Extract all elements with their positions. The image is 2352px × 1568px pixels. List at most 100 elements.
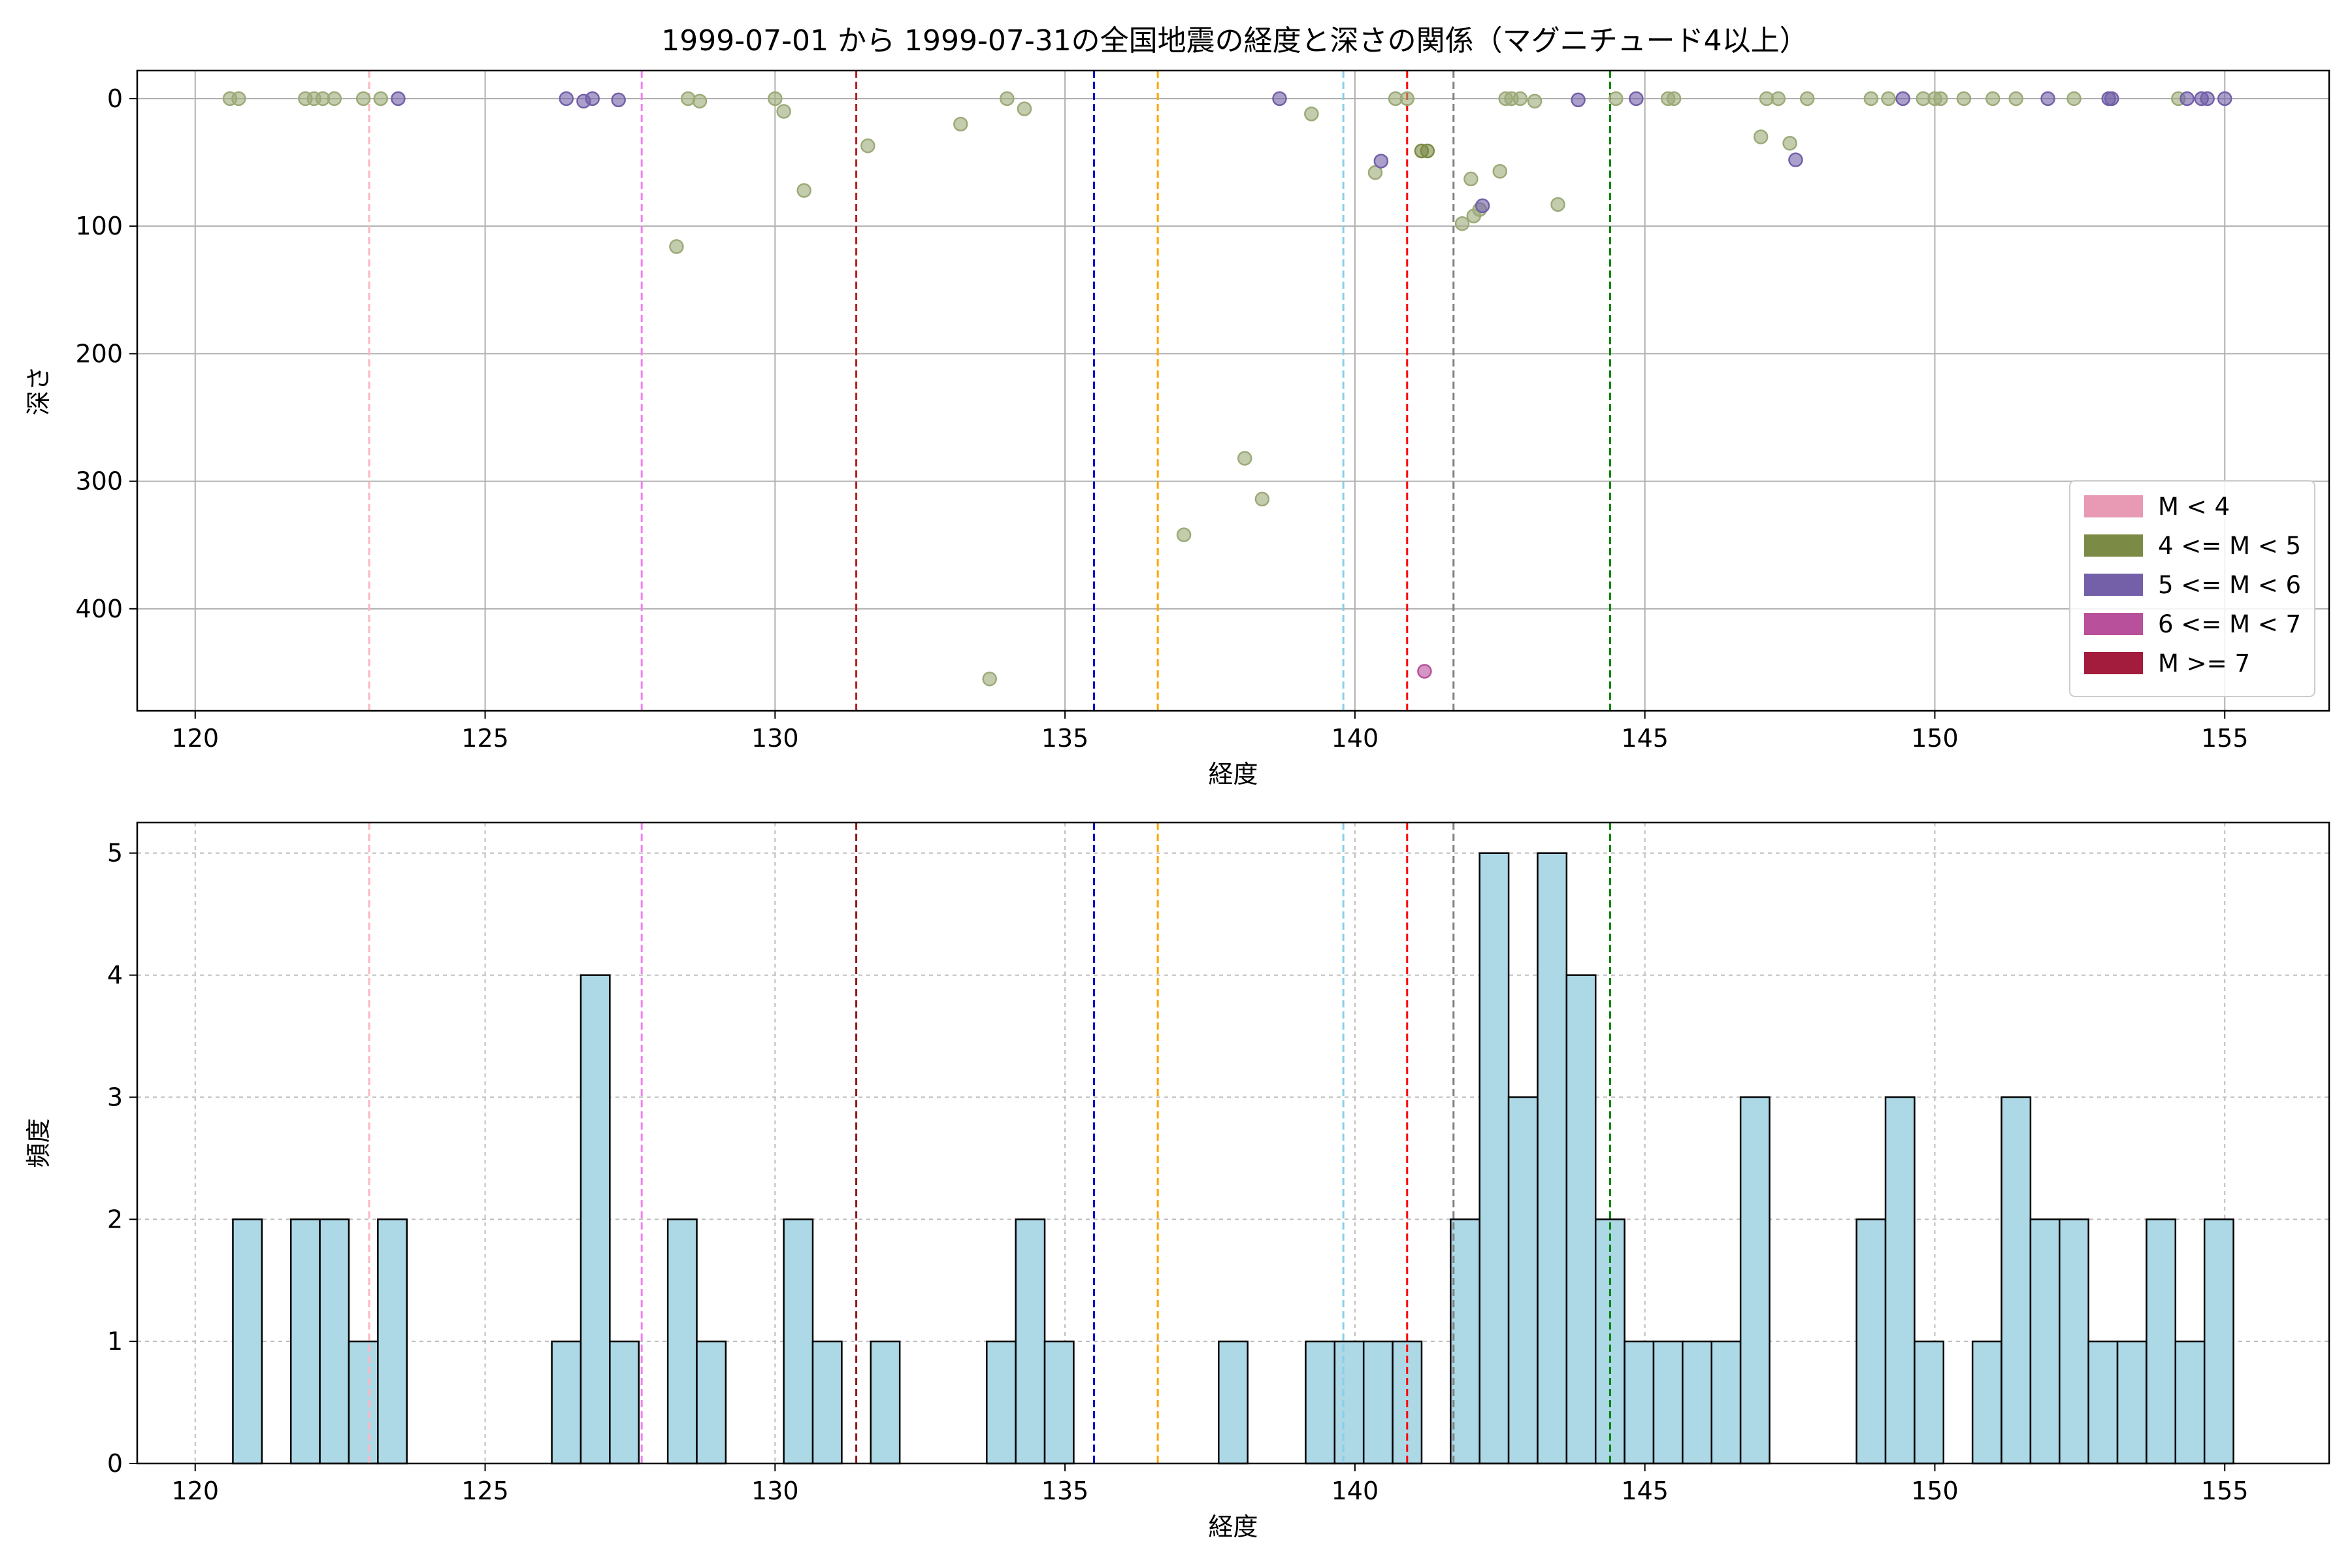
- histogram-bar: [609, 1340, 640, 1465]
- histogram-bar: [1971, 1340, 2002, 1465]
- histogram-bar: [1015, 1218, 1046, 1465]
- legend-label: M >= 7: [2158, 649, 2250, 678]
- scatter-point: [373, 91, 389, 106]
- scatter-point: [1753, 129, 1769, 144]
- histogram-bar: [1478, 852, 1510, 1465]
- histogram-bar: [2001, 1096, 2032, 1465]
- scatter-x-axis-label: 経度: [1208, 760, 1258, 789]
- x-tick-label: 130: [751, 1477, 799, 1505]
- y-tick-label: 0: [107, 1449, 123, 1478]
- scatter-point: [1420, 143, 1435, 159]
- histogram-bar: [1739, 1096, 1771, 1465]
- scatter-legend: M < 4 4 <= M < 5 5 <= M < 6 6 <= M < 7 M >= …: [2069, 480, 2315, 697]
- histogram-bar: [811, 1340, 843, 1465]
- histogram-bars: [232, 852, 2234, 1465]
- y-tick-label: 3: [107, 1083, 123, 1111]
- histogram-y-axis-label: 頻度: [24, 1118, 53, 1168]
- histogram-bar: [377, 1218, 408, 1465]
- x-tick-label: 145: [1621, 1477, 1669, 1505]
- scatter-point: [1512, 91, 1528, 106]
- x-tick-label: 140: [1331, 724, 1379, 753]
- histogram-bar: [2029, 1218, 2061, 1465]
- scatter-point: [669, 239, 684, 254]
- y-tick-label: 2: [107, 1205, 123, 1233]
- histogram-bar: [1537, 852, 1568, 1465]
- scatter-point: [1527, 93, 1543, 109]
- scatter-point: [1895, 91, 1910, 106]
- histogram-bar: [1043, 1340, 1075, 1465]
- y-tick-label: 5: [107, 839, 123, 868]
- histogram-bar: [551, 1340, 582, 1465]
- scatter-point: [796, 183, 811, 198]
- scatter-point: [1417, 664, 1432, 679]
- legend-label: 6 <= M < 7: [2158, 610, 2301, 638]
- scatter-point: [1782, 136, 1797, 151]
- histogram-bar: [1450, 1218, 1480, 1465]
- scatter-point: [1399, 91, 1415, 106]
- scatter-reference-lines: [368, 71, 1611, 711]
- scatter-point: [1492, 163, 1508, 179]
- histogram-bar: [666, 1218, 698, 1465]
- scatter-point: [1000, 91, 1015, 106]
- scatter-point: [1933, 91, 1948, 106]
- x-tick-label: 130: [751, 724, 799, 753]
- legend-label: 4 <= M < 5: [2158, 532, 2301, 560]
- scatter-point: [2217, 91, 2232, 106]
- scatter-point: [1666, 91, 1682, 106]
- histogram-bar: [2087, 1340, 2119, 1465]
- histogram-bar: [232, 1218, 263, 1465]
- scatter-point: [2040, 91, 2055, 106]
- histogram-reference-lines: [368, 823, 1611, 1463]
- scatter-point: [1373, 154, 1389, 169]
- histogram-bar: [1218, 1340, 1249, 1465]
- histogram-bar: [2059, 1218, 2089, 1465]
- x-tick-label: 120: [171, 1477, 219, 1505]
- x-tick-label: 125: [461, 1477, 509, 1505]
- scatter-point: [1771, 91, 1786, 106]
- histogram-panel: 120 125 130 135 140 145 150 155 0 1 2 3 4 5 経度 頻度: [24, 821, 2330, 1541]
- scatter-point: [860, 138, 875, 154]
- scatter-point: [953, 116, 968, 132]
- scatter-point: [2008, 91, 2023, 106]
- scatter-point: [231, 91, 246, 106]
- legend-swatch: [2084, 652, 2143, 674]
- histogram-bar: [348, 1340, 379, 1465]
- scatter-point: [1254, 491, 1270, 507]
- scatter-point: [1550, 197, 1565, 212]
- scatter-point: [1176, 527, 1192, 542]
- y-tick-label: 300: [75, 467, 123, 496]
- scatter-point: [391, 91, 406, 106]
- scatter-y-axis: 0 100 200 300 400: [75, 84, 137, 623]
- scatter-y-axis-label: 深さ: [24, 366, 53, 416]
- scatter-point: [611, 92, 626, 108]
- scatter-plot-area: [136, 69, 2330, 712]
- scatter-point: [327, 91, 342, 106]
- x-tick-label: 145: [1621, 724, 1669, 753]
- scatter-point: [559, 91, 574, 106]
- x-tick-label: 135: [1041, 1477, 1089, 1505]
- scatter-point: [1609, 91, 1624, 106]
- histogram-bar: [1565, 974, 1597, 1465]
- scatter-point: [1863, 91, 1879, 106]
- figure-title: 1999-07-01 から 1999-07-31の全国地震の経度と深さの関係（マ…: [661, 24, 1808, 57]
- x-tick-label: 155: [2201, 724, 2249, 753]
- scatter-point: [982, 671, 997, 687]
- scatter-point: [1956, 91, 1972, 106]
- legend-swatch: [2084, 574, 2143, 596]
- scatter-x-axis: 120 125 130 135 140 145 150 155: [171, 711, 2249, 753]
- histogram-bar: [1507, 1096, 1539, 1465]
- scatter-point: [2104, 91, 2119, 106]
- x-tick-label: 125: [461, 724, 509, 753]
- scatter-point: [776, 104, 791, 119]
- legend-label: M < 4: [2158, 493, 2230, 521]
- scatter-panel: 120 125 130 135 140 145 150 155 0 100 200 300 400 経…: [24, 69, 2330, 789]
- scatter-point: [1017, 101, 1032, 116]
- y-tick-label: 400: [75, 595, 123, 623]
- histogram-bar: [986, 1340, 1017, 1465]
- legend-label: 5 <= M < 6: [2158, 571, 2301, 599]
- histogram-bar: [2116, 1340, 2148, 1465]
- x-tick-label: 140: [1331, 1477, 1379, 1505]
- histogram-bar: [696, 1340, 727, 1465]
- histogram-bar: [1305, 1340, 1336, 1465]
- scatter-point: [1571, 92, 1586, 108]
